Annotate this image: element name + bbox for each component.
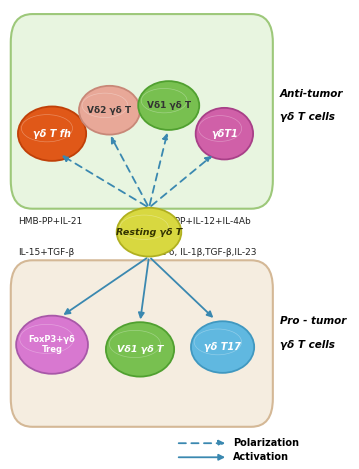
Text: Vδ1 γδ T: Vδ1 γδ T — [147, 101, 191, 110]
Ellipse shape — [138, 81, 199, 130]
Text: Vδ1 γδ T: Vδ1 γδ T — [117, 345, 163, 354]
Text: Polarization: Polarization — [233, 438, 299, 448]
Ellipse shape — [117, 208, 181, 257]
Text: IPP+IL-12+IL-4Ab: IPP+IL-12+IL-4Ab — [172, 217, 251, 227]
Text: Anti-tumor: Anti-tumor — [280, 89, 344, 99]
Text: FoxP3+γδ
Treg: FoxP3+γδ Treg — [29, 335, 75, 355]
Text: Vδ2 γδ T: Vδ2 γδ T — [88, 106, 131, 115]
Ellipse shape — [196, 108, 253, 159]
Text: Activation: Activation — [233, 452, 289, 462]
Ellipse shape — [191, 321, 254, 373]
Text: γδ T17: γδ T17 — [204, 342, 241, 352]
FancyBboxPatch shape — [11, 14, 273, 209]
Text: Pro - tumor: Pro - tumor — [280, 316, 346, 326]
Ellipse shape — [106, 322, 174, 377]
Ellipse shape — [79, 86, 140, 135]
Text: IL-15+TGF-β: IL-15+TGF-β — [18, 248, 74, 257]
Text: IL-6, IL-1β,TGF-β,IL-23: IL-6, IL-1β,TGF-β,IL-23 — [158, 248, 256, 257]
Ellipse shape — [18, 106, 86, 161]
FancyBboxPatch shape — [11, 260, 273, 427]
Text: γδT1: γδT1 — [211, 129, 238, 139]
Text: γδ T fh: γδ T fh — [33, 129, 71, 139]
Ellipse shape — [16, 316, 88, 374]
Text: Resting γδ T: Resting γδ T — [116, 227, 182, 237]
Text: γδ T cells: γδ T cells — [280, 340, 335, 350]
Text: HMB-PP+IL-21: HMB-PP+IL-21 — [18, 217, 82, 227]
Text: γδ T cells: γδ T cells — [280, 112, 335, 122]
